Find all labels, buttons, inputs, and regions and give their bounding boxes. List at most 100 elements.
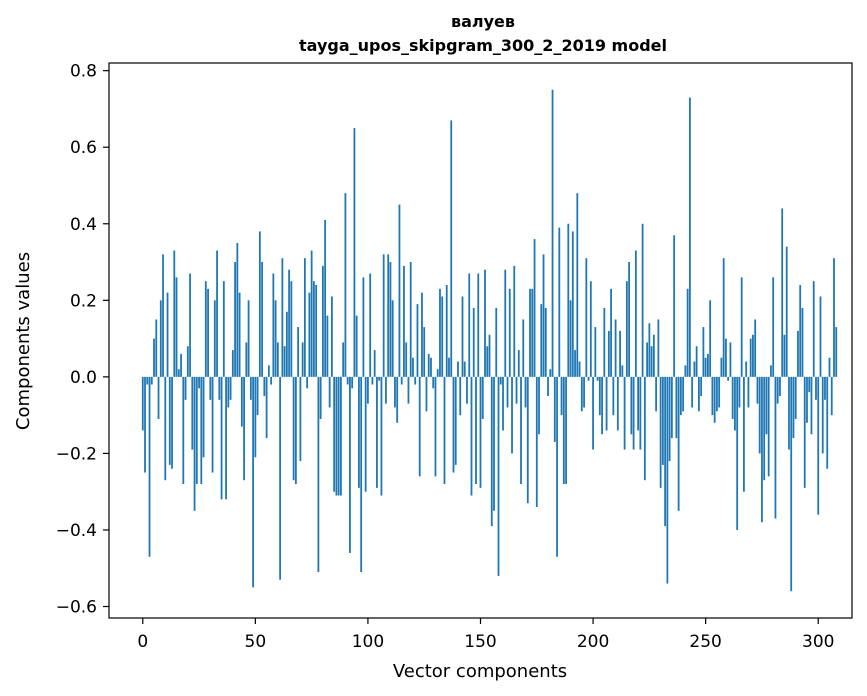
bar-245: [693, 361, 696, 377]
bar-106: [380, 376, 383, 496]
bar-295: [806, 376, 808, 423]
bar-250: [704, 357, 707, 377]
bar-86: [335, 376, 338, 496]
bar-101: [369, 273, 372, 377]
bar-185: [558, 227, 561, 377]
bar-4: [150, 376, 153, 385]
bar-225: [648, 323, 651, 377]
bar-141: [459, 376, 462, 416]
bar-65: [288, 269, 291, 377]
bar-178: [542, 254, 545, 377]
bar-12: [168, 376, 171, 465]
bar-165: [513, 265, 516, 377]
bar-222: [641, 223, 644, 377]
bar-164: [511, 376, 513, 454]
bar-301: [819, 296, 822, 377]
bar-218: [632, 376, 635, 450]
bar-55: [265, 376, 268, 439]
bar-3: [148, 376, 151, 557]
bar-112: [394, 376, 396, 408]
bar-117: [405, 342, 408, 377]
bar-304: [826, 376, 829, 469]
bar-5: [153, 338, 155, 377]
bar-174: [533, 239, 536, 377]
bar-89: [342, 342, 345, 377]
bar-263: [734, 376, 736, 431]
bar-180: [547, 376, 549, 396]
chart-subtitle: tayga_upos_skipgram_300_2_2019 model: [299, 36, 667, 55]
bar-151: [481, 376, 484, 419]
bar-100: [367, 376, 369, 404]
bar-125: [423, 327, 426, 377]
bar-80: [321, 265, 324, 377]
bar-26: [200, 376, 203, 485]
bar-197: [585, 258, 588, 377]
bar-43: [238, 292, 241, 377]
bar-162: [506, 376, 509, 408]
bar-291: [797, 330, 799, 377]
bar-207: [607, 330, 610, 377]
bar-262: [731, 376, 734, 419]
bar-217: [630, 376, 633, 435]
x-tick-label: 250: [689, 632, 721, 652]
bar-205: [603, 307, 606, 377]
bar-84: [331, 296, 333, 377]
bar-259: [725, 338, 727, 377]
bar-265: [738, 376, 741, 408]
bar-198: [587, 376, 590, 381]
bar-144: [466, 376, 468, 404]
bar-269: [747, 376, 750, 408]
x-tick-label: 0: [137, 632, 148, 652]
x-tick-label: 300: [802, 632, 834, 652]
bar-209: [612, 376, 615, 416]
bar-194: [578, 361, 581, 377]
bar-211: [616, 376, 619, 431]
bar-67: [292, 376, 295, 481]
bar-122: [416, 304, 419, 377]
bar-240: [682, 376, 685, 412]
bar-167: [517, 350, 520, 377]
bar-47: [247, 300, 250, 377]
bar-193: [576, 193, 579, 377]
bar-175: [535, 376, 538, 507]
bar-239: [679, 376, 682, 416]
bar-102: [371, 376, 374, 385]
bar-120: [412, 357, 414, 377]
bar-134: [443, 376, 446, 485]
bar-232: [664, 376, 667, 527]
bar-170: [524, 376, 527, 408]
bar-98: [362, 277, 365, 377]
bar-121: [414, 376, 417, 385]
bar-221: [639, 376, 642, 450]
bar-190: [569, 300, 572, 377]
bar-49: [252, 376, 254, 588]
y-tick-label: −0.2: [56, 444, 97, 464]
bar-13: [171, 376, 173, 469]
bar-107: [382, 254, 385, 377]
bar-87: [337, 376, 340, 496]
bar-28: [204, 281, 207, 377]
chart-title: валуев: [451, 12, 515, 31]
y-tick-label: −0.6: [56, 598, 97, 618]
bar-148: [475, 376, 477, 485]
bar-130: [434, 376, 437, 477]
bar-204: [601, 376, 603, 435]
y-tick-label: 0.4: [70, 215, 97, 235]
bar-38: [227, 376, 230, 408]
bar-129: [432, 376, 435, 389]
bar-274: [758, 376, 761, 454]
x-tick-label: 50: [245, 632, 267, 652]
bar-302: [821, 376, 824, 454]
bar-153: [486, 346, 489, 377]
bar-109: [387, 254, 390, 377]
bar-60: [276, 342, 279, 377]
bar-10: [164, 376, 167, 481]
x-tick-label: 200: [577, 632, 609, 652]
bar-111: [391, 300, 394, 377]
bar-230: [659, 376, 662, 488]
bar-195: [580, 376, 583, 412]
bar-81: [324, 219, 327, 377]
bar-63: [283, 346, 286, 377]
bar-200: [592, 376, 594, 450]
bar-132: [439, 288, 441, 377]
